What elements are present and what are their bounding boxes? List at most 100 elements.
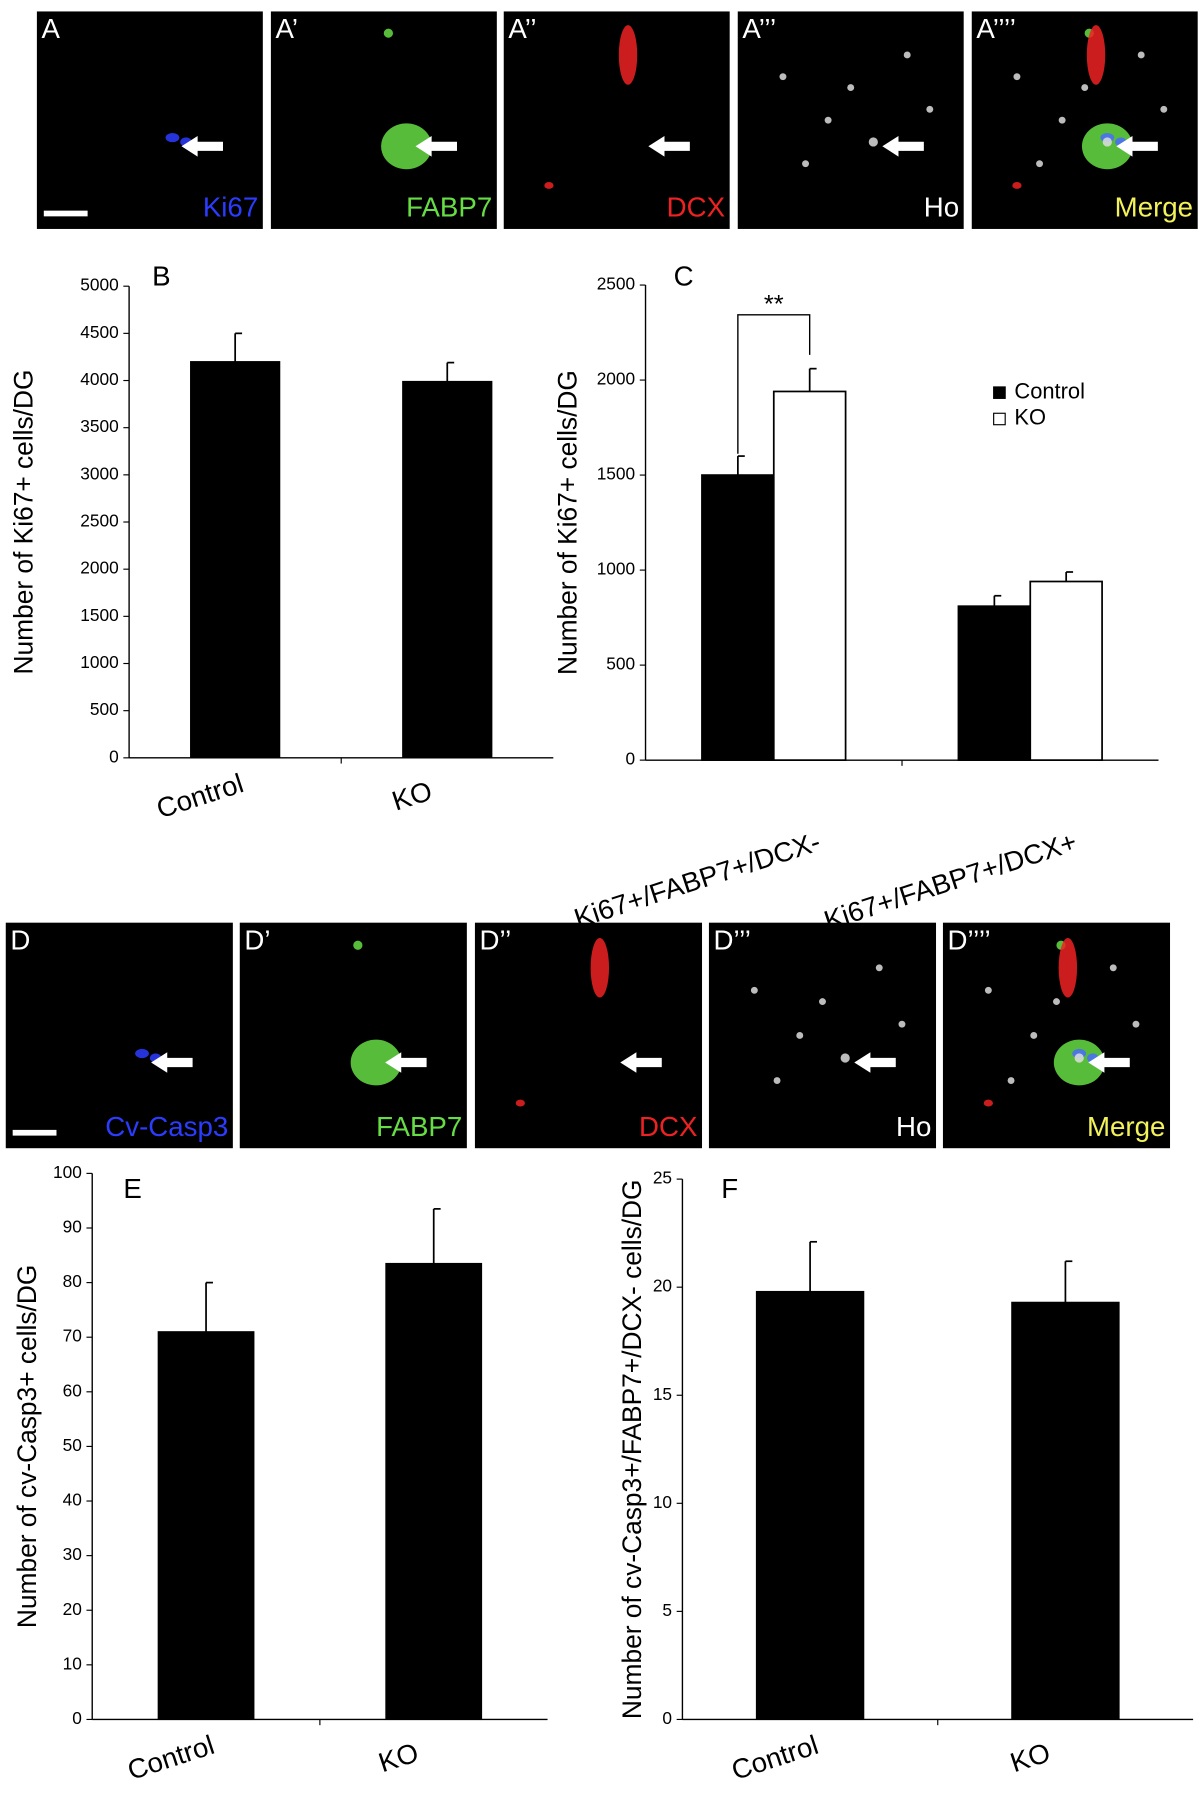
x-tick-label: Control — [124, 1729, 218, 1786]
annotation: ** — [764, 290, 784, 318]
cell-signal — [819, 998, 826, 1006]
channel-label: Ki67 — [203, 192, 258, 223]
cell-signal — [1109, 964, 1117, 972]
bar — [701, 474, 775, 761]
cell-signal — [802, 160, 809, 168]
cell-signal — [824, 116, 832, 124]
y-tick-label: 5000 — [80, 275, 118, 295]
arrow — [181, 135, 223, 157]
significance-bracket — [737, 314, 811, 454]
arrow — [882, 135, 924, 157]
cell-signal — [383, 28, 393, 38]
micrograph — [942, 922, 1171, 1149]
panel-label: A’’’ — [742, 13, 776, 44]
bar — [772, 390, 847, 761]
panel-letter: F — [721, 1173, 738, 1204]
panel-label: D’’ — [480, 924, 512, 955]
arrow — [1116, 135, 1158, 157]
cell-signal — [353, 940, 363, 950]
channel-label: FABP7 — [406, 192, 492, 223]
bar — [402, 380, 493, 759]
y-tick-label: 1000 — [597, 559, 635, 579]
y-tick-label: 80 — [63, 1271, 82, 1291]
y-tick-label: 5 — [662, 1600, 672, 1620]
panel-label: D’’’ — [714, 924, 751, 955]
cell-signal — [350, 1039, 402, 1086]
y-tick-label: 25 — [653, 1168, 672, 1188]
cell-signal — [984, 986, 992, 994]
y-tick-label: 40 — [63, 1490, 82, 1510]
cell-signal — [544, 182, 554, 189]
cell-signal — [779, 73, 787, 81]
cell-signal — [1102, 137, 1112, 147]
cell-signal — [750, 986, 758, 994]
cell-signal — [847, 84, 855, 92]
panel-letter: C — [674, 261, 694, 292]
legend-label: Control — [1014, 378, 1085, 403]
legend-marker — [993, 412, 1006, 426]
y-tick-label: 3000 — [80, 463, 118, 483]
micrograph — [36, 11, 263, 229]
cell-signal — [796, 1032, 804, 1039]
cell-signal — [1013, 73, 1021, 81]
channel-label: FABP7 — [376, 1111, 462, 1142]
cell-signal — [135, 1048, 149, 1059]
micrograph — [239, 922, 467, 1149]
arrow — [1088, 1052, 1130, 1073]
x-tick-label: Control — [728, 1729, 822, 1786]
cell-signal — [840, 1053, 850, 1063]
cell-signal — [1058, 938, 1078, 998]
y-tick-label: 500 — [90, 699, 119, 719]
y-tick-label: 4500 — [80, 322, 118, 342]
y-tick-label: 20 — [63, 1599, 82, 1619]
y-tick-label: 500 — [606, 654, 635, 674]
bar — [957, 605, 1032, 761]
arrow — [854, 1052, 896, 1073]
cell-signal — [1007, 1077, 1015, 1084]
bar — [157, 1331, 255, 1721]
cell-signal — [1058, 116, 1066, 124]
y-tick-label: 1500 — [597, 464, 635, 484]
y-axis-title: Number of Ki67+ cells/DG — [8, 370, 38, 675]
y-tick-label: 90 — [63, 1217, 82, 1237]
cell-signal — [1081, 84, 1089, 92]
y-tick-label: 15 — [653, 1384, 672, 1404]
x-tick-label: Ki67+/FABP7+/DCX+ — [820, 826, 1080, 936]
panel-label: D’’’’ — [948, 924, 991, 955]
micrograph — [737, 11, 964, 229]
y-axis-title: Number of Ki67+ cells/DG — [552, 370, 582, 675]
x-tick-label: Control — [153, 767, 247, 824]
cell-signal — [1086, 25, 1106, 85]
cell-signal — [926, 105, 934, 113]
y-tick-label: 10 — [63, 1653, 82, 1673]
micrograph — [270, 11, 497, 229]
panel-label: A’ — [276, 13, 299, 44]
bar — [190, 361, 281, 759]
panel-label: A — [41, 13, 60, 44]
cell-signal — [165, 133, 180, 143]
micrograph — [708, 922, 937, 1149]
x-tick-label: Ki67+/FABP7+/DCX- — [570, 826, 824, 934]
y-tick-label: 0 — [626, 749, 636, 769]
cell-signal — [618, 25, 638, 85]
cell-signal — [1160, 105, 1168, 113]
bar — [1029, 580, 1103, 761]
arrow — [648, 135, 690, 157]
panel-letter: E — [123, 1173, 141, 1204]
cell-signal — [381, 123, 432, 170]
cell-signal — [898, 1020, 906, 1028]
y-tick-label: 50 — [63, 1435, 82, 1455]
cell-signal — [1137, 51, 1145, 59]
cell-signal — [1030, 1032, 1038, 1039]
micrograph — [503, 11, 730, 229]
cell-signal — [875, 964, 883, 972]
y-tick-label: 0 — [662, 1708, 672, 1728]
panel-label: D — [10, 924, 30, 955]
cell-signal — [868, 137, 878, 147]
channel-label: Ho — [896, 1111, 931, 1142]
cell-signal — [1132, 1020, 1140, 1028]
cell-signal — [773, 1077, 781, 1084]
bar — [755, 1290, 865, 1721]
y-tick-label: 100 — [53, 1162, 82, 1182]
